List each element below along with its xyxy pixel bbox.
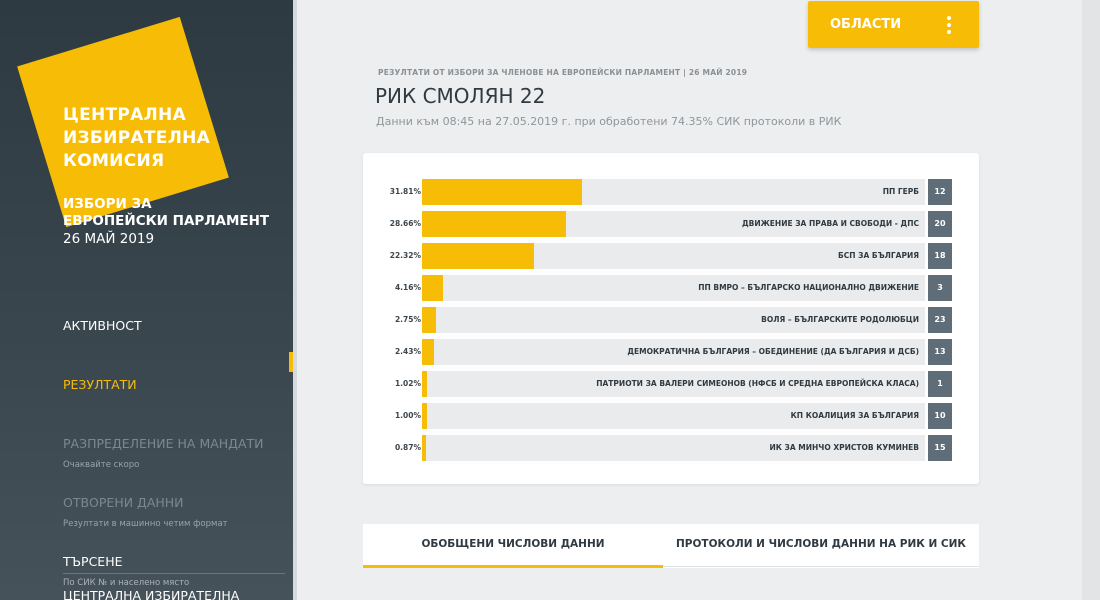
- areas-button[interactable]: ОБЛАСТИ: [808, 1, 979, 48]
- result-bar-track: ДВИЖЕНИЕ ЗА ПРАВА И СВОБОДИ - ДПС: [422, 211, 925, 237]
- result-bar-track: БСП ЗА БЪЛГАРИЯ: [422, 243, 925, 269]
- result-row[interactable]: 22.32% БСП ЗА БЪЛГАРИЯ 18: [363, 243, 979, 269]
- result-percent: 2.75%: [394, 315, 421, 324]
- result-row[interactable]: 4.16% ПП ВМРО – БЪЛГАРСКО НАЦИОНАЛНО ДВИЖ…: [363, 275, 979, 301]
- party-name: БСП ЗА БЪЛГАРИЯ: [838, 251, 919, 260]
- logo[interactable]: ЦЕНТРАЛНА ИЗБИРАТЕЛНА КОМИСИЯ: [63, 104, 210, 173]
- result-row[interactable]: 28.66% ДВИЖЕНИЕ ЗА ПРАВА И СВОБОДИ - ДПС 2…: [363, 211, 979, 237]
- tab-protocols[interactable]: ПРОТОКОЛИ И ЧИСЛОВИ ДАННИ НА РИК И СИК: [676, 538, 966, 550]
- result-bar-track: ПП ВМРО – БЪЛГАРСКО НАЦИОНАЛНО ДВИЖЕНИЕ: [422, 275, 925, 301]
- result-percent: 1.00%: [394, 411, 421, 420]
- result-bar: [422, 403, 428, 429]
- nav-item-label: АКТИВНОСТ: [63, 318, 142, 333]
- party-name: ПАТРИОТИ ЗА ВАЛЕРИ СИМЕОНОВ (НФСБ И СРЕД…: [596, 379, 919, 388]
- result-bar: [422, 307, 436, 333]
- nav-item-open-data[interactable]: ОТВОРЕНИ ДАННИ Резултати в машинно четим…: [63, 494, 293, 553]
- sidebar: ЦЕНТРАЛНА ИЗБИРАТЕЛНА КОМИСИЯ ИЗБОРИ ЗА …: [0, 0, 293, 600]
- election-title: ИЗБОРИ ЗА ЕВРОПЕЙСКИ ПАРЛАМЕНТ 26 МАЙ 20…: [63, 196, 269, 249]
- result-percent: 4.16%: [394, 283, 421, 292]
- right-scroll-area: [1082, 0, 1100, 600]
- party-name: КП КОАЛИЦИЯ ЗА БЪЛГАРИЯ: [790, 411, 919, 420]
- result-bar: [422, 211, 567, 237]
- party-name: ДВИЖЕНИЕ ЗА ПРАВА И СВОБОДИ - ДПС: [741, 219, 919, 228]
- page-title: РИК СМОЛЯН 22: [375, 84, 546, 108]
- logo-line: ИЗБИРАТЕЛНА: [63, 128, 211, 148]
- election-line-1: ИЗБОРИ ЗА: [63, 196, 152, 212]
- result-row[interactable]: 1.00% КП КОАЛИЦИЯ ЗА БЪЛГАРИЯ 10: [363, 403, 979, 429]
- election-line-2: ЕВРОПЕЙСКИ ПАРЛАМЕНТ: [63, 213, 270, 229]
- ballot-number-badge: 10: [928, 403, 952, 429]
- election-date: 26 МАЙ 2019: [63, 231, 155, 247]
- ballot-number-badge: 13: [928, 339, 952, 365]
- result-percent: 31.81%: [389, 187, 421, 196]
- result-bar-track: ПП ГЕРБ: [422, 179, 925, 205]
- nav-item-label: РАЗПРЕДЕЛЕНИЕ НА МАНДАТИ: [63, 436, 264, 451]
- result-bar-track: ВОЛЯ – БЪЛГАРСКИТЕ РОДОЛЮБЦИ: [422, 307, 925, 333]
- tab-divider: [663, 566, 979, 567]
- result-row[interactable]: 0.87% ИК ЗА МИНЧО ХРИСТОВ КУМИНЕВ 15: [363, 435, 979, 461]
- tab-summary[interactable]: ОБОБЩЕНИ ЧИСЛОВИ ДАННИ: [363, 524, 663, 568]
- areas-button-label: ОБЛАСТИ: [830, 17, 902, 32]
- tabs: ОБОБЩЕНИ ЧИСЛОВИ ДАННИ ПРОТОКОЛИ И ЧИСЛО…: [363, 524, 979, 568]
- result-percent: 1.02%: [394, 379, 421, 388]
- party-name: ИК ЗА МИНЧО ХРИСТОВ КУМИНЕВ: [769, 443, 919, 452]
- result-bar-track: КП КОАЛИЦИЯ ЗА БЪЛГАРИЯ: [422, 403, 925, 429]
- sidebar-footer[interactable]: ЦЕНТРАЛНА ИЗБИРАТЕЛНА: [63, 588, 240, 600]
- nav-item-label: РЕЗУЛТАТИ: [63, 377, 137, 392]
- ballot-number-badge: 12: [928, 179, 952, 205]
- breadcrumb: РЕЗУЛТАТИ ОТ ИЗБОРИ ЗА ЧЛЕНОВЕ НА ЕВРОПЕ…: [378, 68, 748, 77]
- result-row[interactable]: 31.81% ПП ГЕРБ 12: [363, 179, 979, 205]
- nav-item-sublabel: Резултати в машинно четим формат: [63, 519, 228, 529]
- active-nav-indicator: [289, 352, 293, 372]
- result-bar-track: ДЕМОКРАТИЧНА БЪЛГАРИЯ – ОБЕДИНЕНИЕ (ДА Б…: [422, 339, 925, 365]
- sidebar-nav: АКТИВНОСТ РЕЗУЛТАТИ РАЗПРЕДЕЛЕНИЕ НА МАН…: [63, 317, 293, 600]
- party-name: ПП ГЕРБ: [882, 187, 919, 196]
- nav-item-search[interactable]: ТЪРСЕНЕ По СИК № и населено място: [63, 553, 293, 600]
- result-percent: 2.43%: [394, 347, 421, 356]
- nav-item-label: ОТВОРЕНИ ДАННИ: [63, 495, 184, 510]
- logo-line: КОМИСИЯ: [63, 151, 165, 171]
- result-bar: [422, 243, 535, 269]
- result-row[interactable]: 2.43% ДЕМОКРАТИЧНА БЪЛГАРИЯ – ОБЕДИНЕНИЕ …: [363, 339, 979, 365]
- nav-item-sublabel: Очаквайте скоро: [63, 460, 140, 470]
- nav-item-results[interactable]: РЕЗУЛТАТИ: [63, 376, 293, 435]
- sidebar-scrollbar[interactable]: [293, 0, 297, 600]
- result-percent: 22.32%: [389, 251, 421, 260]
- result-row[interactable]: 1.02% ПАТРИОТИ ЗА ВАЛЕРИ СИМЕОНОВ (НФСБ И…: [363, 371, 979, 397]
- result-percent: 0.87%: [394, 443, 421, 452]
- party-name: ДЕМОКРАТИЧНА БЪЛГАРИЯ – ОБЕДИНЕНИЕ (ДА Б…: [627, 347, 919, 356]
- result-percent: 28.66%: [389, 219, 421, 228]
- ballot-number-badge: 3: [928, 275, 952, 301]
- ballot-number-badge: 15: [928, 435, 952, 461]
- party-name: ВОЛЯ – БЪЛГАРСКИТЕ РОДОЛЮБЦИ: [761, 315, 919, 324]
- ballot-number-badge: 1: [928, 371, 952, 397]
- logo-line: ЦЕНТРАЛНА: [63, 105, 187, 125]
- results-card: 31.81% ПП ГЕРБ 12 28.66% ДВИЖЕНИЕ ЗА ПРАВА И…: [363, 153, 979, 484]
- result-bar: [422, 339, 435, 365]
- result-bar: [422, 179, 582, 205]
- data-status: Данни към 08:45 на 27.05.2019 г. при обр…: [376, 115, 842, 128]
- divider: [63, 573, 285, 574]
- nav-item-label: ТЪРСЕНЕ: [63, 554, 123, 569]
- party-name: ПП ВМРО – БЪЛГАРСКО НАЦИОНАЛНО ДВИЖЕНИЕ: [698, 283, 919, 292]
- ballot-number-badge: 20: [928, 211, 952, 237]
- result-bar-track: ПАТРИОТИ ЗА ВАЛЕРИ СИМЕОНОВ (НФСБ И СРЕД…: [422, 371, 925, 397]
- ballot-number-badge: 18: [928, 243, 952, 269]
- kebab-menu-icon: [947, 16, 951, 34]
- result-bar-track: ИК ЗА МИНЧО ХРИСТОВ КУМИНЕВ: [422, 435, 925, 461]
- nav-item-mandates[interactable]: РАЗПРЕДЕЛЕНИЕ НА МАНДАТИ Очаквайте скоро: [63, 435, 293, 494]
- ballot-number-badge: 23: [928, 307, 952, 333]
- nav-item-activity[interactable]: АКТИВНОСТ: [63, 317, 293, 376]
- result-bar: [422, 371, 428, 397]
- nav-item-sublabel: По СИК № и населено място: [63, 578, 190, 588]
- result-bar: [422, 275, 443, 301]
- result-row[interactable]: 2.75% ВОЛЯ – БЪЛГАРСКИТЕ РОДОЛЮБЦИ 23: [363, 307, 979, 333]
- result-bar: [422, 435, 427, 461]
